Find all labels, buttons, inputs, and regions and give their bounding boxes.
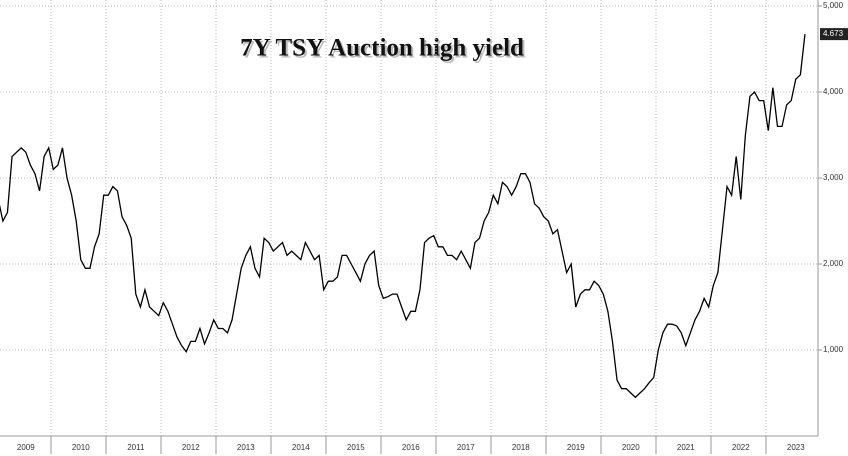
last-value-label: 4.673 [823, 29, 844, 38]
x-tick-label: 2020 [622, 443, 640, 452]
x-tick-label: 2010 [72, 443, 90, 452]
last-value-tag [820, 28, 848, 41]
y-tick-label: 5,000 [823, 1, 844, 10]
y-tick-label: 3,000 [823, 173, 844, 182]
x-tick-label: 2023 [787, 443, 805, 452]
x-tick-label: 2022 [732, 443, 750, 452]
x-tick-label: 2012 [182, 443, 200, 452]
x-tick-label: 2011 [127, 443, 145, 452]
x-tick-label: 2019 [567, 443, 585, 452]
chart-title: 7Y TSY Auction high yield [240, 35, 524, 62]
x-tick-label: 2017 [457, 443, 475, 452]
line [0, 34, 806, 399]
x-tick-label: 2015 [347, 443, 365, 452]
x-tick-label: 2021 [677, 443, 695, 452]
title-shadow: 7Y TSY Auction high yield [242, 37, 526, 64]
x-tick-label: 2016 [402, 443, 420, 452]
x-tick-label: 2014 [292, 443, 310, 452]
y-tick-label: 1,000 [823, 345, 844, 354]
y-tick-label: 4,000 [823, 87, 844, 96]
x-tick-label: 2018 [512, 443, 530, 452]
x-tick-label: 2013 [237, 443, 255, 452]
y-tick-label: 2,000 [823, 259, 844, 268]
x-tick-label: 2009 [17, 443, 35, 452]
